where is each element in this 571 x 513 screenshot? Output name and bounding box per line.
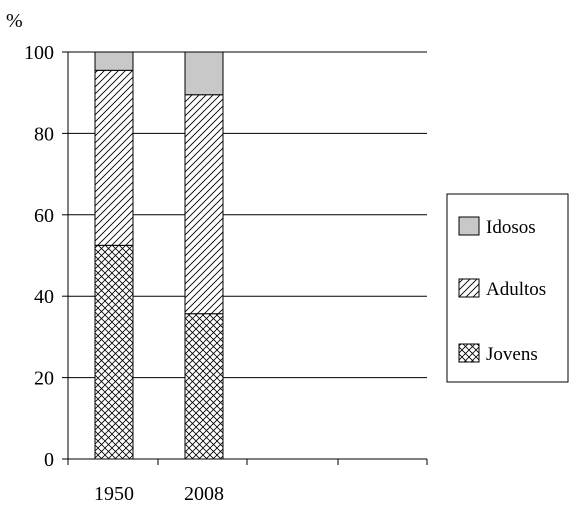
y-tick-label-60: 60 bbox=[34, 205, 54, 227]
y-tick-label-0: 0 bbox=[44, 449, 54, 471]
x-tick-label-2008: 2008 bbox=[184, 483, 224, 505]
x-tick-label-1950: 1950 bbox=[94, 483, 134, 505]
bar-1950-idosos bbox=[94, 51, 134, 71]
legend: Idosos Adultos Jovens bbox=[446, 193, 569, 383]
x-tick-labels: 1950 2008 bbox=[94, 483, 224, 505]
bar-1950-jovens bbox=[94, 244, 134, 460]
y-axis-label: % bbox=[6, 10, 23, 32]
legend-swatch-adultos bbox=[458, 278, 480, 298]
axes bbox=[62, 51, 428, 465]
legend-label-jovens: Jovens bbox=[486, 344, 538, 365]
y-tick-label-40: 40 bbox=[34, 286, 54, 308]
bar-2008-adultos bbox=[184, 94, 224, 315]
legend-label-idosos: Idosos bbox=[486, 217, 536, 238]
bar-2008-idosos bbox=[184, 51, 224, 96]
bar-2008-jovens bbox=[184, 313, 224, 460]
y-tick-label-100: 100 bbox=[24, 42, 54, 64]
legend-label-adultos: Adultos bbox=[486, 279, 546, 300]
bars bbox=[94, 51, 224, 460]
legend-swatch-idosos bbox=[458, 216, 480, 236]
bar-1950-adultos bbox=[94, 69, 134, 246]
y-tick-label-80: 80 bbox=[34, 123, 54, 145]
legend-swatch-jovens bbox=[458, 343, 480, 363]
y-tick-label-20: 20 bbox=[34, 368, 54, 390]
y-tick-labels: 0 20 40 60 80 100 bbox=[24, 42, 54, 471]
